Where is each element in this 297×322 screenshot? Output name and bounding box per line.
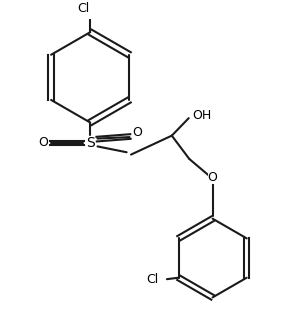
Text: OH: OH xyxy=(192,109,211,122)
Text: S: S xyxy=(86,136,94,150)
Text: Cl: Cl xyxy=(77,2,89,15)
Text: O: O xyxy=(208,171,218,185)
Text: O: O xyxy=(132,126,142,139)
Text: O: O xyxy=(39,137,48,149)
Text: Cl: Cl xyxy=(146,273,158,286)
